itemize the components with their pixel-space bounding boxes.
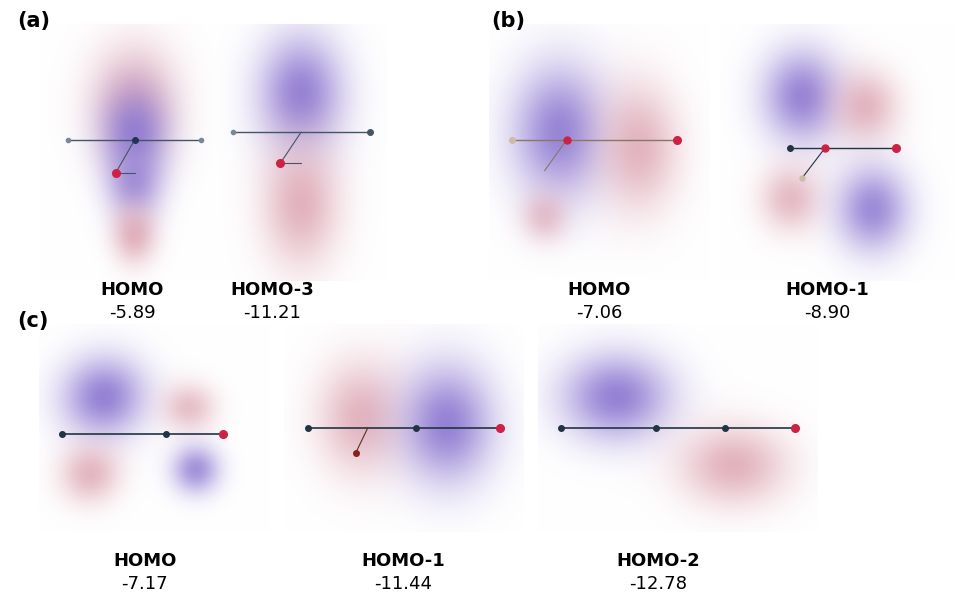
Text: -8.90: -8.90 bbox=[803, 304, 850, 322]
Text: -7.17: -7.17 bbox=[121, 574, 168, 593]
Text: (c): (c) bbox=[18, 311, 49, 331]
Text: HOMO-2: HOMO-2 bbox=[615, 552, 699, 570]
Text: HOMO: HOMO bbox=[113, 552, 176, 570]
Text: -11.21: -11.21 bbox=[243, 304, 301, 322]
Text: -5.89: -5.89 bbox=[109, 304, 156, 322]
Text: HOMO-1: HOMO-1 bbox=[784, 281, 868, 299]
Text: (a): (a) bbox=[18, 12, 51, 31]
Text: HOMO-1: HOMO-1 bbox=[361, 552, 445, 570]
Text: -11.44: -11.44 bbox=[374, 574, 432, 593]
Text: HOMO-3: HOMO-3 bbox=[230, 281, 314, 299]
Text: HOMO: HOMO bbox=[567, 281, 630, 299]
Text: (b): (b) bbox=[491, 12, 525, 31]
Text: -7.06: -7.06 bbox=[575, 304, 622, 322]
Text: HOMO: HOMO bbox=[101, 281, 163, 299]
Text: -12.78: -12.78 bbox=[628, 574, 687, 593]
